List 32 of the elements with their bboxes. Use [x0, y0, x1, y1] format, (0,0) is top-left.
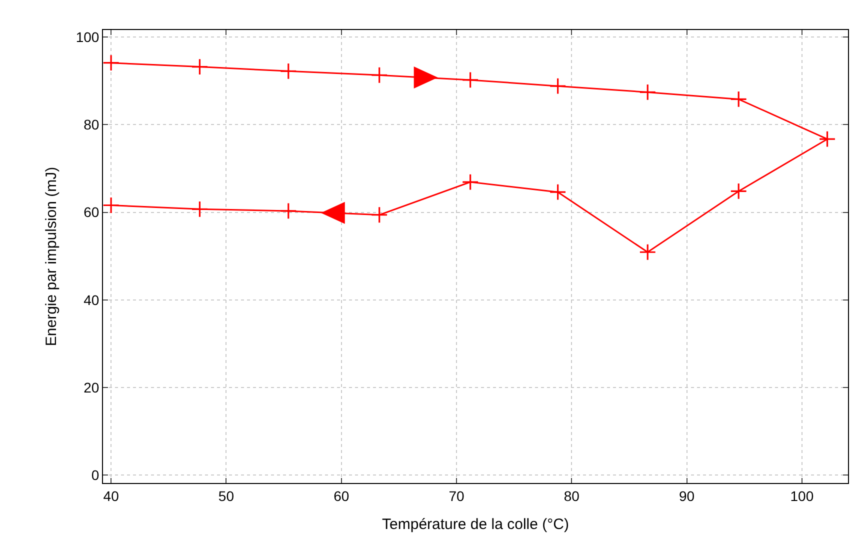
- point: [103, 54, 120, 72]
- point: [462, 174, 479, 191]
- y-tick-label: 20: [84, 379, 100, 396]
- point: [462, 71, 479, 88]
- point: [191, 200, 208, 218]
- x-axis-title: Température de la colle (°C): [382, 516, 569, 533]
- point: [280, 62, 297, 80]
- x-tick-label: 40: [103, 488, 120, 504]
- x-tick-label: 60: [334, 488, 350, 504]
- x-tick-label: 100: [790, 488, 814, 504]
- x-tick-label: 50: [218, 488, 234, 504]
- y-tick-label: 100: [76, 28, 100, 45]
- y-tick-label: 60: [84, 204, 100, 220]
- x-tick-label: 90: [679, 488, 695, 504]
- point: [370, 206, 388, 224]
- point: [191, 58, 208, 76]
- x-tick-label: 70: [448, 488, 464, 504]
- y-axis-title: Energie par impulsion (mJ): [43, 166, 60, 346]
- y-tick-label: 40: [84, 292, 100, 308]
- point: [818, 130, 836, 148]
- point: [370, 66, 388, 84]
- point: [639, 84, 656, 101]
- y-tick-label: 80: [84, 116, 100, 133]
- x-tick-label: 80: [564, 488, 580, 504]
- point: [103, 196, 120, 214]
- point: [639, 244, 656, 261]
- point: [549, 184, 566, 201]
- point: [280, 202, 297, 220]
- point: [730, 90, 748, 108]
- point: [549, 78, 566, 95]
- point: [730, 182, 748, 200]
- y-tick-label: 0: [91, 467, 100, 484]
